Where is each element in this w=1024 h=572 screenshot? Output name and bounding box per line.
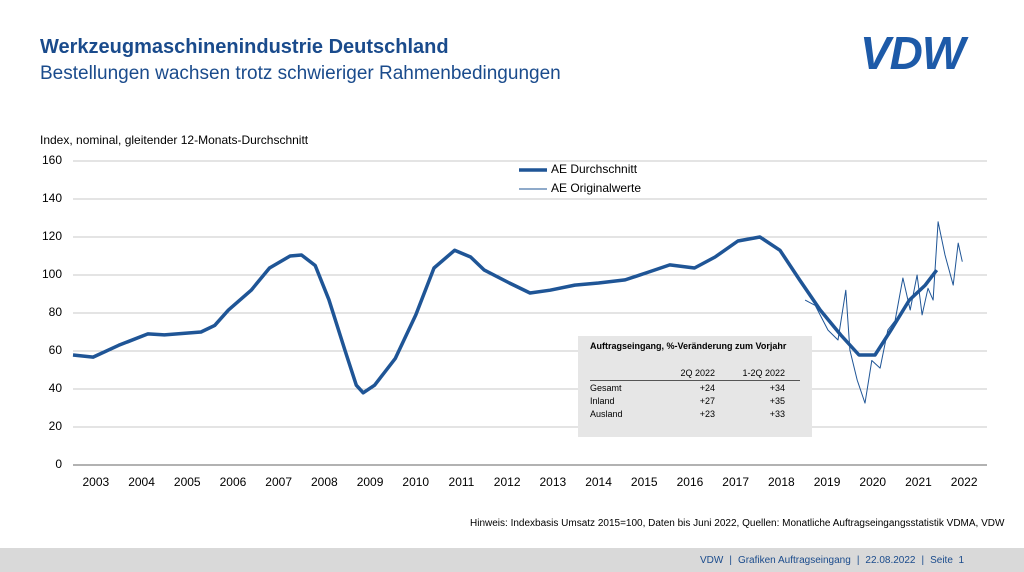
x-tick-label: 2014 xyxy=(585,475,612,489)
footer-item: 22.08.2022 xyxy=(865,555,916,566)
table-row: Ausland +23 +33 xyxy=(590,409,800,421)
y-tick-label: 80 xyxy=(49,305,63,319)
summary-table: Auftragseingang, %-Veränderung zum Vorja… xyxy=(578,336,812,437)
cell: +34 xyxy=(769,383,785,393)
note: Hinweis: Indexbasis Umsatz 2015=100, Dat… xyxy=(470,518,1005,529)
x-tick-label: 2006 xyxy=(220,475,247,489)
x-tick-label: 2010 xyxy=(402,475,429,489)
x-tick-label: 2015 xyxy=(631,475,658,489)
separator: | xyxy=(729,555,732,566)
row-label: Inland xyxy=(590,396,615,406)
x-tick-label: 2017 xyxy=(722,475,749,489)
x-tick-label: 2005 xyxy=(174,475,201,489)
series-line xyxy=(804,221,963,404)
y-tick-label: 40 xyxy=(49,381,63,395)
row-label: Gesamt xyxy=(590,383,622,393)
y-tick-label: 100 xyxy=(42,267,62,281)
legend-label: AE Durchschnitt xyxy=(551,162,638,176)
cell: +24 xyxy=(699,383,715,393)
x-tick-label: 2008 xyxy=(311,475,338,489)
table-rule xyxy=(590,380,800,381)
x-tick-label: 2022 xyxy=(951,475,978,489)
x-tick-label: 2012 xyxy=(494,475,521,489)
x-tick-label: 2003 xyxy=(82,475,109,489)
x-tick-label: 2019 xyxy=(814,475,841,489)
y-tick-label: 160 xyxy=(42,153,62,167)
x-tick-label: 2011 xyxy=(449,475,475,489)
y-tick-label: 60 xyxy=(49,343,63,357)
table-title: Auftragseingang, %-Veränderung zum Vorja… xyxy=(590,341,787,351)
footer: VDW | Grafiken Auftragseingang | 22.08.2022 |… xyxy=(0,548,1024,572)
y-tick-label: 140 xyxy=(42,191,62,205)
y-tick-label: 120 xyxy=(42,229,62,243)
legend-label: AE Originalwerte xyxy=(551,181,641,195)
x-tick-label: 2018 xyxy=(768,475,795,489)
footer-item: Grafiken Auftragseingang xyxy=(737,555,851,566)
y-axis-label: Index, nominal, gleitender 12-Monats-Dur… xyxy=(40,133,309,147)
cell: +23 xyxy=(699,409,715,419)
column-header: 2Q 2022 xyxy=(680,368,715,378)
subtitle: Bestellungen wachsen trotz schwieriger R… xyxy=(40,63,561,84)
x-tick-label: 2009 xyxy=(357,475,384,489)
separator: | xyxy=(921,555,925,566)
table-header: 2Q 2022 1-2Q 2022 xyxy=(590,368,800,380)
x-tick-label: 2016 xyxy=(677,475,704,489)
x-tick-label: 2020 xyxy=(859,475,886,489)
x-tick-label: 2004 xyxy=(128,475,155,489)
footer-item: VDW xyxy=(700,555,724,566)
series-line xyxy=(72,235,939,395)
table-row: Inland +27 +35 xyxy=(590,396,800,408)
logo: VDW xyxy=(860,27,965,79)
separator: | xyxy=(856,555,860,566)
y-tick-label: 0 xyxy=(55,457,62,471)
x-tick-label: 2013 xyxy=(539,475,566,489)
cell: +27 xyxy=(699,396,715,406)
column-header: 1-2Q 2022 xyxy=(742,368,785,378)
x-tick-label: 2007 xyxy=(265,475,292,489)
x-tick-label: 2021 xyxy=(905,475,932,489)
chart: Index, nominal, gleitender 12-Monats-Dur… xyxy=(40,133,987,489)
title: Werkzeugmaschinenindustrie Deutschland xyxy=(40,36,449,58)
table-row: Gesamt +24 +34 xyxy=(590,383,800,395)
y-tick-label: 20 xyxy=(49,419,63,433)
cell: +35 xyxy=(769,396,785,406)
footer-item: Seite 1 xyxy=(930,555,965,566)
cell: +33 xyxy=(769,409,785,419)
footer-text: VDW | Grafiken Auftragseingang | 22.08.2022 |… xyxy=(700,555,964,566)
row-label: Ausland xyxy=(590,409,623,419)
